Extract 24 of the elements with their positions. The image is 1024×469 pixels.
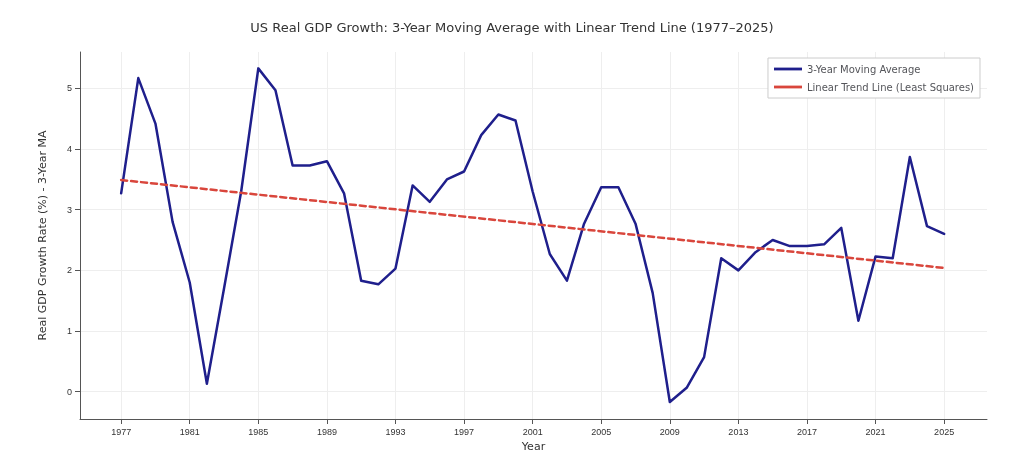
chart-title: US Real GDP Growth: 3-Year Moving Average with Linear Trend Line (1977–2025) [250,20,774,35]
y-tick-label: 2 [66,265,72,276]
y-tick-label: 0 [66,386,72,397]
x-tick-label: 2013 [728,426,749,437]
x-tick-label: 2005 [591,426,612,437]
x-tick-label: 1989 [316,426,337,437]
x-tick-label: 1981 [179,426,200,437]
y-tick-label: 5 [66,83,72,94]
x-tick-label: 2009 [659,426,680,437]
x-tick-label: 1993 [385,426,406,437]
y-tick-label: 1 [66,326,72,337]
legend-label: Linear Trend Line (Least Squares) [806,81,975,93]
y-tick-label: 4 [66,144,72,155]
y-tick-label: 3 [66,204,72,215]
y-axis-title: Real GDP Growth Rate (%) - 3-Year MA [36,130,49,341]
x-axis-title: Year [520,440,546,453]
x-tick-label: 1977 [111,426,132,437]
x-tick-label: 2001 [522,426,543,437]
x-tick-label: 2021 [865,426,886,437]
x-tick-label: 2025 [934,426,955,437]
x-tick-label: 1997 [454,426,475,437]
x-tick-label: 2017 [796,426,817,437]
legend-label: 3-Year Moving Average [806,63,921,75]
x-tick-label: 1985 [248,426,269,437]
